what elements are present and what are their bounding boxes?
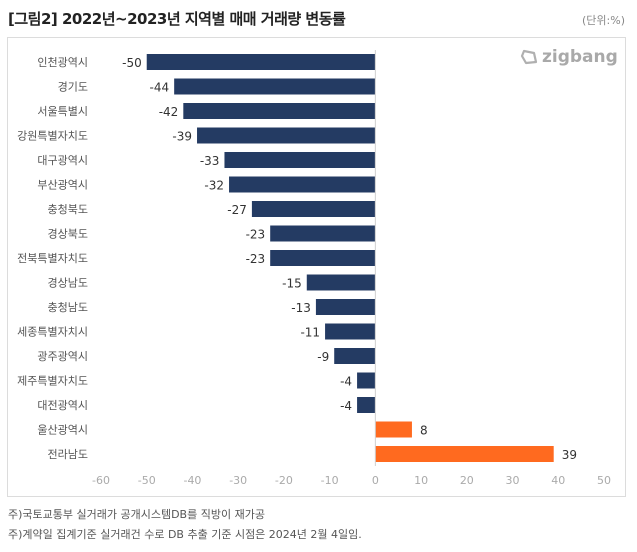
footnote: 주)계약일 집계기준 실거래건 수로 DB 추출 기준 시점은 2024년 2월… xyxy=(8,528,362,541)
footnotes: 주)국토교통부 실거래가 공개시스템DB를 직방이 재가공 주)계약일 집계기준… xyxy=(8,505,362,545)
zigbang-logo-icon xyxy=(520,49,538,65)
chart-title: [그림2] 2022년~2023년 지역별 매매 거래량 변동률 xyxy=(8,10,346,28)
bar xyxy=(251,201,376,217)
x-tick-label: -10 xyxy=(321,474,339,487)
category-label: 대구광역시 xyxy=(37,154,88,167)
value-label: -4 xyxy=(340,375,352,389)
value-label: -39 xyxy=(172,130,192,144)
value-label: 39 xyxy=(562,448,577,462)
category-label: 인천광역시 xyxy=(37,55,88,69)
bar xyxy=(229,176,376,193)
unit-label: (단위:%) xyxy=(582,14,625,27)
value-label: -33 xyxy=(200,154,220,168)
bar xyxy=(375,421,412,438)
bar xyxy=(183,103,376,119)
category-label: 제주특별자치도 xyxy=(17,375,88,388)
bar xyxy=(146,54,376,70)
value-label: -42 xyxy=(159,105,179,119)
x-tick-label: 20 xyxy=(460,474,474,487)
x-tick-label: 50 xyxy=(597,474,611,487)
value-label: -23 xyxy=(246,252,266,266)
bar xyxy=(306,274,376,291)
x-tick-label: 0 xyxy=(372,474,379,487)
bar xyxy=(270,225,376,242)
x-tick-label: 30 xyxy=(506,474,520,487)
value-label: -27 xyxy=(227,203,247,217)
bar xyxy=(197,127,376,144)
category-label: 충청북도 xyxy=(48,203,88,216)
value-label: -13 xyxy=(291,301,311,315)
category-label: 전라남도 xyxy=(48,448,88,461)
category-label: 강원특별자치도 xyxy=(17,130,88,143)
x-tick-label: -20 xyxy=(275,474,293,487)
category-label: 울산광역시 xyxy=(37,424,88,437)
bar xyxy=(375,446,554,462)
value-label: -15 xyxy=(282,277,302,291)
x-tick-label: -60 xyxy=(92,474,110,487)
x-tick-label: -50 xyxy=(138,474,156,487)
category-label: 세종특별자치시 xyxy=(17,326,88,339)
footnote: 주)국토교통부 실거래가 공개시스템DB를 직방이 재가공 xyxy=(8,508,265,521)
value-label: -32 xyxy=(204,179,224,193)
bar xyxy=(270,250,376,266)
value-label: 8 xyxy=(420,424,428,438)
value-label: -23 xyxy=(246,228,266,242)
bar xyxy=(315,299,376,315)
value-label: -4 xyxy=(340,399,352,413)
chart-frame xyxy=(7,37,626,497)
bar xyxy=(357,372,376,389)
value-label: -50 xyxy=(122,56,142,70)
x-tick-label: -40 xyxy=(183,474,201,487)
x-tick-label: 10 xyxy=(414,474,428,487)
bar xyxy=(334,348,376,364)
zigbang-logo: zigbang xyxy=(520,47,618,67)
value-label: -9 xyxy=(317,350,329,364)
bar xyxy=(325,323,376,340)
category-label: 광주광역시 xyxy=(37,350,88,363)
category-label: 경기도 xyxy=(58,81,88,94)
logo-text: zigbang xyxy=(542,47,618,67)
bar xyxy=(224,152,376,168)
value-label: -44 xyxy=(150,81,170,95)
category-label: 전북특별자치도 xyxy=(17,252,88,265)
category-label: 경상남도 xyxy=(48,277,88,290)
category-label: 서울특별시 xyxy=(37,105,88,118)
x-tick-label: 40 xyxy=(551,474,565,487)
category-label: 대전광역시 xyxy=(37,399,88,412)
category-label: 경상북도 xyxy=(48,228,88,241)
category-label: 부산광역시 xyxy=(37,179,88,192)
x-tick-label: -30 xyxy=(229,474,247,487)
bar xyxy=(174,78,376,95)
category-label: 충청남도 xyxy=(48,301,88,314)
value-label: -11 xyxy=(300,326,320,340)
bar xyxy=(357,397,376,413)
